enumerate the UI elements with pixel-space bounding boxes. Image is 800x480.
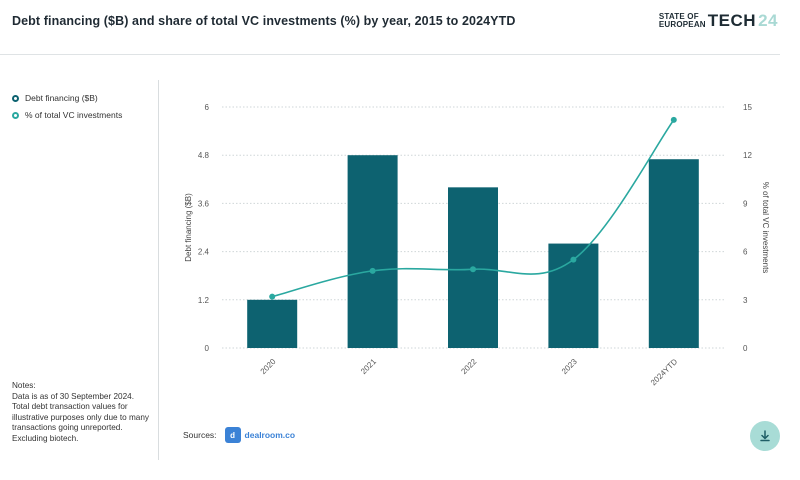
y-right-axis-title: % of total VC investments [761, 182, 770, 274]
line-point[interactable] [570, 256, 577, 263]
y-right-tick-label: 15 [743, 103, 752, 112]
header-divider [0, 54, 780, 55]
share-line [272, 119, 675, 298]
y-tick-label: 3.6 [198, 199, 210, 208]
dealroom-text: dealroom.co [244, 430, 296, 440]
bar[interactable] [347, 155, 398, 348]
dealroom-logo[interactable]: d dealroom.co [224, 427, 296, 443]
legend-label-share: % of total VC investments [25, 110, 123, 120]
x-tick-label: 2022 [459, 357, 478, 376]
x-tick-label: 2021 [359, 357, 378, 376]
sources-label: Sources: [183, 430, 217, 440]
y-tick-label: 1.2 [198, 296, 210, 305]
line-point[interactable] [369, 267, 376, 274]
line-point[interactable] [470, 266, 476, 273]
legend: Debt financing ($B) % of total VC invest… [12, 93, 122, 127]
y-tick-label: 0 [205, 344, 210, 353]
brand-main: TECH [707, 11, 757, 30]
y-tick-label: 6 [205, 103, 210, 112]
brand-line1: STATE OF [658, 12, 699, 21]
notes: Notes: Data is as of 30 September 2024. … [12, 381, 152, 445]
legend-label-debt: Debt financing ($B) [25, 93, 98, 103]
legend-item-share[interactable]: % of total VC investments [12, 110, 122, 120]
download-button[interactable] [750, 421, 780, 451]
brand-logo: STATE OF EUROPEAN TECH 24 [659, 11, 778, 31]
chart-title: Debt financing ($B) and share of total V… [12, 14, 516, 28]
y-tick-label: 2.4 [198, 248, 210, 257]
x-tick-label: 2020 [259, 357, 278, 376]
legend-dot-share-icon [12, 111, 19, 119]
legend-dot-debt-icon [12, 94, 19, 102]
sources: Sources: d dealroom.co [183, 427, 295, 443]
line-point[interactable] [269, 293, 276, 300]
y-right-tick-label: 9 [743, 199, 748, 208]
x-tick-label: 2023 [560, 357, 579, 376]
dealroom-mark: d [224, 427, 241, 443]
notes-heading: Notes: [12, 381, 36, 390]
brand-line2: EUROPEAN [658, 20, 706, 29]
y-right-tick-label: 0 [743, 344, 748, 353]
brand-small-text: STATE OF EUROPEAN [659, 13, 706, 29]
bar[interactable] [648, 159, 699, 348]
sidebar-divider [158, 80, 159, 460]
line-point[interactable] [670, 116, 677, 123]
download-icon [760, 430, 770, 442]
brand-year: 24 [758, 11, 778, 30]
y-right-tick-label: 12 [743, 151, 752, 160]
legend-item-debt[interactable]: Debt financing ($B) [12, 93, 122, 103]
y-right-tick-label: 3 [743, 296, 748, 305]
x-tick-label: 2024YTD [649, 357, 679, 387]
y-right-tick-label: 6 [743, 248, 748, 257]
y-tick-label: 4.8 [198, 151, 210, 160]
y-axis-title: Debt financing ($B) [184, 193, 193, 262]
notes-text: Data is as of 30 September 2024. Total d… [12, 391, 149, 443]
bar[interactable] [247, 299, 298, 348]
